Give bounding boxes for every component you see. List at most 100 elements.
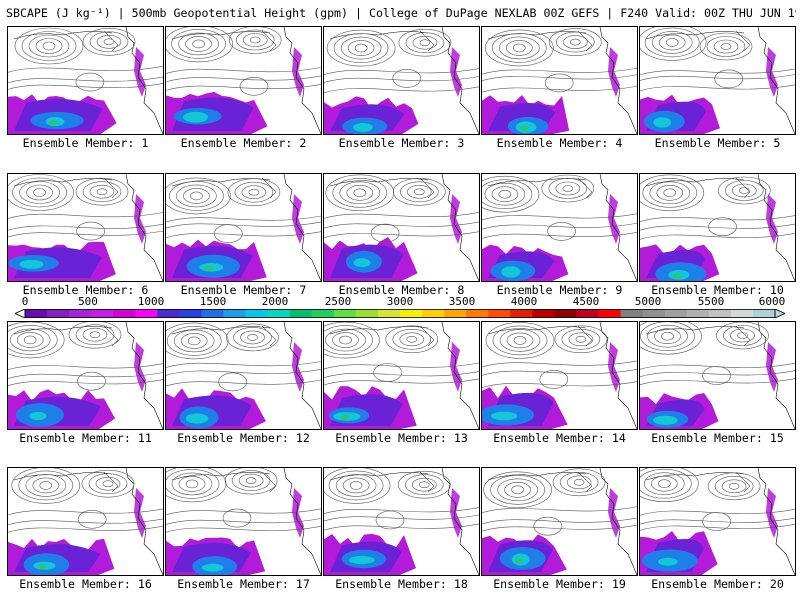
map-plot bbox=[640, 174, 795, 281]
colorbar-swatch bbox=[532, 309, 555, 318]
member-label: Ensemble Member: 15 bbox=[651, 431, 784, 445]
colorbar-swatch bbox=[400, 309, 423, 318]
colorbar-swatch bbox=[642, 309, 666, 318]
height-contours bbox=[8, 468, 163, 533]
map-panel bbox=[639, 467, 796, 576]
height-contours bbox=[482, 28, 637, 93]
colorbar-swatch bbox=[708, 309, 732, 318]
ensemble-member-18[interactable]: Ensemble Member: 18 bbox=[323, 467, 480, 615]
map-panel bbox=[481, 467, 638, 576]
ensemble-member-12[interactable]: Ensemble Member: 12 bbox=[165, 321, 322, 469]
cape-core-region bbox=[29, 411, 47, 421]
map-plot bbox=[324, 322, 479, 429]
colorbar-swatch bbox=[201, 309, 224, 318]
ensemble-member-1[interactable]: Ensemble Member: 1 bbox=[7, 26, 164, 174]
coastline bbox=[441, 468, 479, 575]
map-panel bbox=[323, 173, 480, 282]
cape-peak-region bbox=[514, 558, 523, 563]
coastline bbox=[283, 27, 321, 134]
member-label: Ensemble Member: 11 bbox=[19, 431, 152, 445]
coastline bbox=[577, 30, 593, 52]
coastline bbox=[419, 177, 435, 199]
colorbar-tick-labels: 0 500 1000 1500 2000 2500 3000 3500 4000… bbox=[0, 296, 800, 308]
colorbar-tick: 4500 bbox=[572, 295, 600, 308]
member-label: Ensemble Member: 9 bbox=[496, 283, 623, 297]
ensemble-member-13[interactable]: Ensemble Member: 13 bbox=[323, 321, 480, 469]
height-contours bbox=[640, 322, 795, 385]
coastline bbox=[599, 174, 637, 281]
colorbar-swatch bbox=[113, 309, 136, 318]
colorbar-tick: 1500 bbox=[199, 295, 227, 308]
cape-core-region bbox=[352, 123, 373, 132]
coastline bbox=[735, 177, 751, 199]
ensemble-member-16[interactable]: Ensemble Member: 16 bbox=[7, 467, 164, 615]
coastline bbox=[171, 326, 271, 335]
colorbar-swatch bbox=[598, 309, 621, 318]
coastline bbox=[329, 31, 429, 40]
height-contours bbox=[8, 27, 163, 92]
member-label: Ensemble Member: 7 bbox=[180, 283, 307, 297]
map-panel bbox=[165, 467, 322, 576]
map-plot bbox=[640, 322, 795, 429]
ensemble-member-17[interactable]: Ensemble Member: 17 bbox=[165, 467, 322, 615]
coastline bbox=[577, 177, 593, 199]
ensemble-member-15[interactable]: Ensemble Member: 15 bbox=[639, 321, 796, 469]
colorbar-swatch bbox=[422, 309, 445, 318]
map-plot bbox=[640, 468, 795, 575]
ensemble-member-8[interactable]: Ensemble Member: 8 bbox=[323, 173, 480, 321]
ensemble-member-6[interactable]: Ensemble Member: 6 bbox=[7, 173, 164, 321]
ensemble-member-4[interactable]: Ensemble Member: 4 bbox=[481, 26, 638, 174]
height-contours bbox=[324, 28, 479, 94]
map-panel bbox=[7, 26, 164, 135]
coastline bbox=[419, 325, 435, 347]
coastline bbox=[577, 325, 593, 347]
colorbar-swatch bbox=[245, 309, 269, 318]
ensemble-member-19[interactable]: Ensemble Member: 19 bbox=[481, 467, 638, 615]
coastline bbox=[329, 326, 429, 335]
map-panel bbox=[7, 467, 164, 576]
ensemble-member-9[interactable]: Ensemble Member: 9 bbox=[481, 173, 638, 321]
map-panel bbox=[323, 321, 480, 430]
map-plot bbox=[8, 174, 163, 281]
member-label: Ensemble Member: 18 bbox=[335, 577, 468, 591]
ensemble-member-5[interactable]: Ensemble Member: 5 bbox=[639, 26, 796, 174]
member-label: Ensemble Member: 12 bbox=[177, 431, 310, 445]
colorbar-tick: 5000 bbox=[634, 295, 662, 308]
colorbar-tick: 0 bbox=[21, 295, 29, 308]
ensemble-member-7[interactable]: Ensemble Member: 7 bbox=[165, 173, 322, 321]
coastline bbox=[13, 31, 113, 40]
cape-peak-region bbox=[520, 125, 528, 131]
coastline bbox=[645, 31, 745, 40]
cape-core-region bbox=[353, 258, 371, 268]
ensemble-row-1: Ensemble Member: 1 Ensemble Member: 2 En… bbox=[7, 26, 796, 174]
coastline bbox=[735, 325, 751, 347]
coastline bbox=[757, 27, 795, 134]
coastline bbox=[261, 30, 277, 52]
height-contours bbox=[166, 27, 321, 96]
colorbar-swatch bbox=[91, 309, 114, 318]
coastline bbox=[13, 326, 113, 335]
ensemble-member-3[interactable]: Ensemble Member: 3 bbox=[323, 26, 480, 174]
height-contours bbox=[324, 174, 479, 243]
member-label: Ensemble Member: 4 bbox=[496, 136, 623, 150]
ensemble-member-14[interactable]: Ensemble Member: 14 bbox=[481, 321, 638, 469]
ensemble-member-10[interactable]: Ensemble Member: 10 bbox=[639, 173, 796, 321]
map-panel bbox=[639, 26, 796, 135]
colorbar-outline bbox=[24, 309, 776, 318]
cape-core-region bbox=[201, 563, 224, 572]
map-panel bbox=[639, 173, 796, 282]
height-contours bbox=[640, 174, 795, 240]
map-plot bbox=[8, 468, 163, 575]
coastline bbox=[261, 177, 277, 199]
cape-peak-region bbox=[38, 564, 47, 570]
ensemble-member-2[interactable]: Ensemble Member: 2 bbox=[165, 26, 322, 174]
coastline bbox=[487, 472, 587, 481]
ensemble-member-11[interactable]: Ensemble Member: 11 bbox=[7, 321, 164, 469]
map-panel bbox=[481, 26, 638, 135]
colorbar-swatch bbox=[664, 309, 688, 318]
ensemble-member-20[interactable]: Ensemble Member: 20 bbox=[639, 467, 796, 615]
height-contours bbox=[324, 468, 479, 531]
height-contours bbox=[8, 322, 163, 391]
map-plot bbox=[166, 468, 321, 575]
cape-core-region bbox=[501, 266, 521, 278]
